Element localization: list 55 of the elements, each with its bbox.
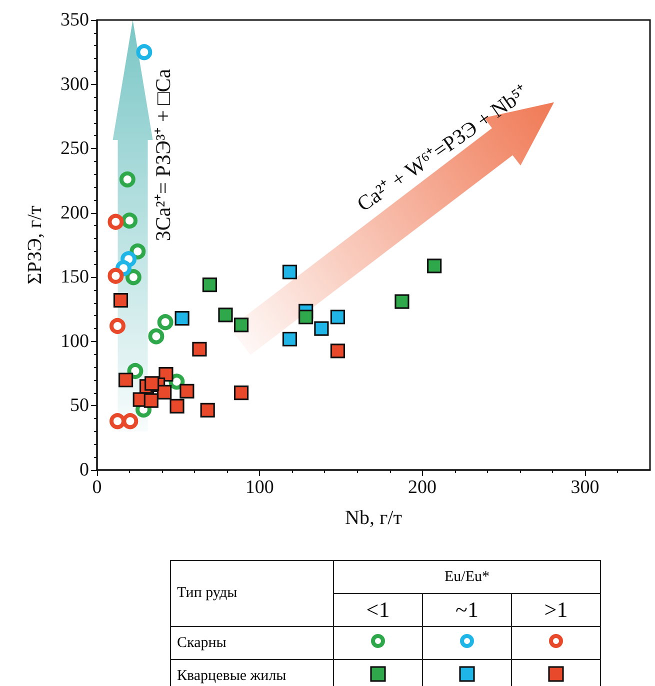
point	[202, 278, 218, 292]
x-tick-label: 0	[92, 477, 102, 498]
text: <1	[334, 594, 422, 626]
point	[122, 413, 138, 430]
text: Кварцевые жилы	[170, 660, 334, 686]
annotation: 3Ca²⁺= РЗЭ³⁺ + □Ca	[151, 68, 176, 242]
y-tick-label: 350	[60, 10, 89, 30]
y-tick-label: 0	[80, 460, 89, 480]
y-tick-label: 250	[60, 138, 89, 160]
point	[110, 413, 126, 430]
point	[282, 332, 298, 346]
point	[136, 44, 152, 60]
point	[110, 318, 126, 334]
point	[144, 376, 160, 391]
point	[218, 308, 233, 322]
y-tick-label: 300	[60, 74, 89, 95]
text: Eu/Eu*	[334, 560, 600, 594]
text: >1	[512, 594, 600, 626]
y-tick-label: 50	[70, 395, 89, 416]
text: Тип руды	[170, 560, 334, 626]
text: ~1	[422, 594, 512, 626]
point	[125, 269, 142, 286]
point	[157, 314, 174, 330]
x-axis-title: Nb, г/т	[345, 507, 402, 529]
x-tick-label: 100	[245, 477, 274, 498]
point	[108, 268, 124, 284]
point	[144, 393, 158, 408]
point	[427, 258, 442, 274]
point	[394, 294, 410, 309]
point	[282, 264, 298, 280]
x-tick-label: 300	[570, 477, 600, 498]
point	[108, 214, 124, 230]
point	[127, 363, 144, 379]
point	[192, 342, 207, 356]
point	[122, 212, 138, 229]
point	[314, 321, 329, 336]
text: Скарны	[170, 626, 334, 660]
point	[234, 386, 249, 400]
point	[118, 372, 134, 388]
point	[298, 310, 314, 324]
point	[113, 292, 128, 308]
point	[119, 171, 136, 188]
point	[174, 310, 190, 326]
point	[234, 318, 249, 332]
y-tick-label: 100	[60, 330, 89, 352]
y-tick-label: 200	[60, 202, 89, 224]
x-tick-label: 200	[408, 477, 437, 498]
point	[148, 328, 164, 344]
point	[200, 402, 215, 418]
point	[330, 310, 346, 324]
point	[170, 398, 184, 414]
point	[330, 344, 346, 358]
y-axis-title: ΣРЗЭ, г/т	[24, 205, 46, 284]
y-tick-label: 150	[60, 266, 89, 288]
point	[180, 384, 194, 398]
